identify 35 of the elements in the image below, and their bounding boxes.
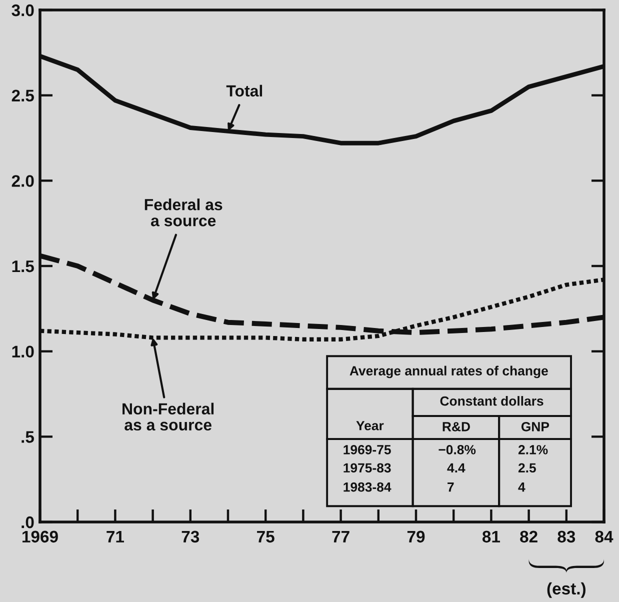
y-tick-label: .5 (22, 431, 34, 443)
x-tick-label: 1969 (22, 530, 58, 543)
y-tick-label: 2.0 (12, 175, 34, 187)
x-tick-label: 81 (482, 530, 500, 543)
x-tick-label: 77 (332, 530, 350, 542)
x-tick-label: 79 (407, 530, 425, 543)
x-tick-label: 75 (257, 530, 274, 543)
text: Non-Federal as a source (122, 402, 214, 431)
annotation: 1969-75 (344, 445, 391, 454)
annotation: 4.4 (447, 463, 466, 472)
y-tick-label: 1.0 (12, 346, 34, 358)
y-tick-label: .0 (22, 516, 34, 528)
y-tick-label: 2.5 (12, 90, 34, 102)
text: (est.) (547, 582, 586, 598)
annotation: 7 (448, 482, 454, 492)
annotation: −0.8% (438, 445, 476, 454)
annotation: 2.1% (518, 445, 548, 454)
text: Federal as a source (144, 198, 222, 226)
annotation: R&D (442, 422, 470, 432)
annotation: 1975-83 (344, 463, 391, 473)
annotation: Constant dollars (440, 396, 544, 406)
text: Total (226, 84, 262, 97)
x-tick-label: 84 (595, 530, 614, 543)
annotation: Year (356, 421, 384, 430)
x-tick-label: 71 (106, 530, 124, 542)
y-tick-label: 1.5 (12, 260, 34, 272)
x-tick-label: 82 (520, 530, 538, 543)
x-tick-label: 73 (182, 530, 200, 543)
y-tick-label: 3.0 (12, 4, 34, 16)
annotation: GNP (521, 422, 550, 432)
annotation: 2.5 (518, 463, 536, 473)
annotation: 1983-84 (344, 482, 392, 492)
x-tick-label: 83 (558, 530, 576, 543)
annotation: Average annual rates of change (350, 366, 548, 378)
annotation: 4 (518, 482, 526, 492)
